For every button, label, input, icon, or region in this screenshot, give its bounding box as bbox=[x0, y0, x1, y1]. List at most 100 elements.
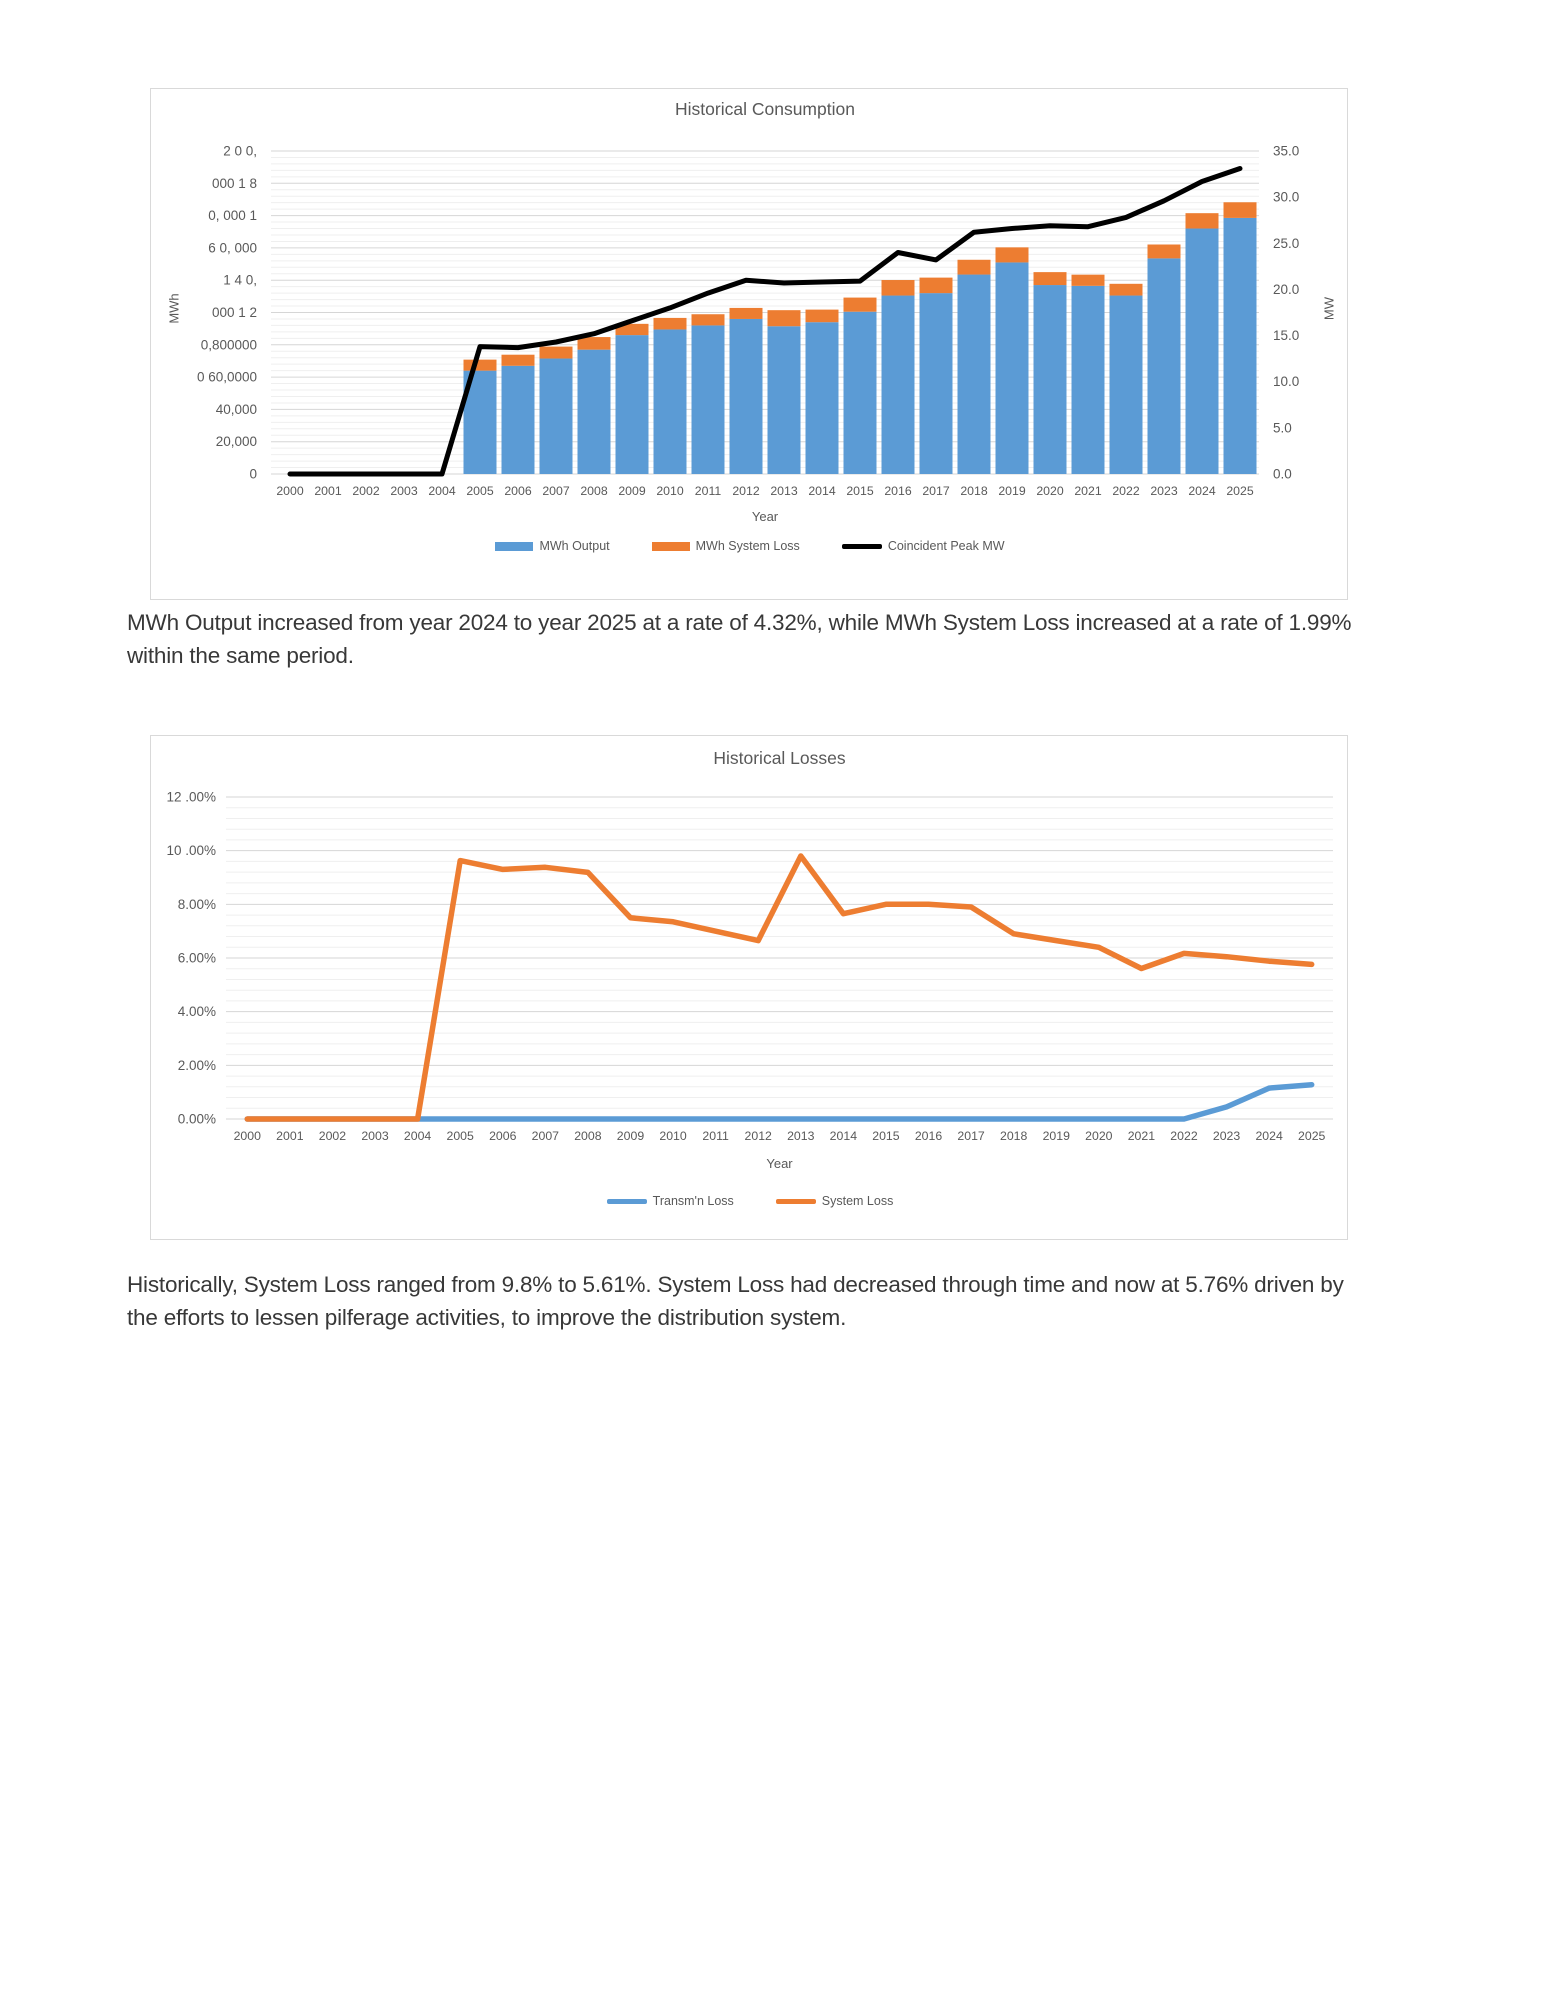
mwh-system-loss-bar bbox=[881, 280, 915, 296]
losses-legend: Transm'n Loss System Loss bbox=[151, 1194, 1349, 1208]
left-axis-tick: 6 0, 000 bbox=[208, 240, 257, 255]
left-axis-tick: 1 4 0, bbox=[223, 273, 257, 288]
mwh-system-loss-bar bbox=[919, 277, 953, 294]
mwh-output-bar bbox=[957, 274, 991, 474]
y-axis-tick: 12 .00% bbox=[166, 790, 216, 805]
legend-item: MWh System Loss bbox=[651, 539, 800, 553]
left-axis-tick: 0, 000 1 bbox=[208, 208, 257, 223]
x-axis-tick: 2005 bbox=[466, 484, 494, 498]
chart-title-historical-losses: Historical Losses bbox=[713, 748, 846, 768]
legend-item: System Loss bbox=[775, 1194, 894, 1208]
right-axis-tick: 25.0 bbox=[1273, 236, 1299, 251]
mwh-output-bar bbox=[805, 322, 839, 474]
x-axis-tick: 2022 bbox=[1112, 484, 1140, 498]
mwh-system-loss-bar bbox=[463, 359, 497, 371]
x-axis-tick: 2004 bbox=[428, 484, 456, 498]
x-axis-tick: 2008 bbox=[580, 484, 608, 498]
mwh-system-loss-bar bbox=[1109, 283, 1143, 296]
x-axis-tick: 2022 bbox=[1170, 1129, 1198, 1143]
legend-line-swatch bbox=[775, 1198, 816, 1204]
mwh-output-bar bbox=[1033, 285, 1067, 474]
x-axis-tick: 2009 bbox=[617, 1129, 645, 1143]
y-axis-tick: 10 .00% bbox=[166, 843, 216, 858]
x-axis-tick: 2017 bbox=[922, 484, 950, 498]
coincident-peak-line bbox=[287, 166, 1243, 477]
x-axis-tick: 2019 bbox=[1043, 1129, 1071, 1143]
mwh-system-loss-bar bbox=[1185, 213, 1219, 229]
x-axis-tick: 2008 bbox=[574, 1129, 602, 1143]
x-axis-tick: 2010 bbox=[659, 1129, 687, 1143]
x-axis-tick: 2011 bbox=[702, 1129, 729, 1143]
right-axis-tick: 0.0 bbox=[1273, 467, 1292, 482]
mwh-output-bar bbox=[919, 293, 953, 474]
x-axis-tick: 2013 bbox=[770, 484, 798, 498]
left-axis-tick: 2 0 0, bbox=[223, 144, 257, 159]
mwh-system-loss-bar bbox=[729, 307, 763, 319]
mwh-output-bar bbox=[1147, 258, 1181, 474]
x-axis-tick: 2019 bbox=[998, 484, 1026, 498]
mwh-output-bar bbox=[501, 365, 535, 474]
x-axis-tick: 2001 bbox=[276, 1129, 304, 1143]
legend-item: Transm'n Loss bbox=[606, 1194, 734, 1208]
left-axis-tick: 0 60,0000 bbox=[197, 370, 257, 385]
x-axis-tick: 2025 bbox=[1298, 1129, 1326, 1143]
right-axis-tick: 5.0 bbox=[1273, 420, 1292, 435]
mwh-system-loss-bar bbox=[1147, 244, 1181, 259]
consumption-legend: MWh Output MWh System Loss Coincident Peak… bbox=[151, 539, 1349, 553]
x-axis-tick: 2023 bbox=[1213, 1129, 1241, 1143]
x-axis-tick: 2007 bbox=[542, 484, 570, 498]
x-axis-tick: 2011 bbox=[695, 484, 722, 498]
x-axis-tick: 2016 bbox=[915, 1129, 943, 1143]
x-axis-tick: 2023 bbox=[1150, 484, 1178, 498]
mwh-system-loss-bar bbox=[957, 259, 991, 275]
x-axis-tick: 2006 bbox=[504, 484, 532, 498]
x-axis-tick: 2015 bbox=[872, 1129, 900, 1143]
legend-bar-swatch bbox=[651, 541, 690, 551]
x-axis-tick: 2020 bbox=[1036, 484, 1064, 498]
legend-line-swatch bbox=[606, 1198, 647, 1204]
x-axis-tick: 2018 bbox=[1000, 1129, 1028, 1143]
x-axis-tick: 2025 bbox=[1226, 484, 1254, 498]
x-axis-tick: 2000 bbox=[276, 484, 304, 498]
mwh-system-loss-bar bbox=[805, 309, 839, 323]
x-axis-tick: 2010 bbox=[656, 484, 684, 498]
x-axis-tick: 2024 bbox=[1255, 1129, 1283, 1143]
x-axis-tick: 2018 bbox=[960, 484, 988, 498]
right-axis-tick: 30.0 bbox=[1273, 190, 1299, 205]
right-axis-title-mw: MW bbox=[1321, 296, 1337, 321]
legend-label: System Loss bbox=[821, 1194, 894, 1208]
x-axis-tick: 2001 bbox=[314, 484, 342, 498]
x-axis-tick: 2024 bbox=[1188, 484, 1216, 498]
mwh-system-loss-bar bbox=[843, 297, 877, 312]
x-axis-tick: 2021 bbox=[1128, 1129, 1156, 1143]
x-axis-tick: 2006 bbox=[489, 1129, 517, 1143]
left-axis-tick: 20,000 bbox=[216, 434, 257, 449]
mwh-output-bar bbox=[995, 262, 1029, 474]
legend-line-swatch bbox=[841, 543, 882, 549]
legend-label: Transm'n Loss bbox=[652, 1194, 734, 1208]
x-axis-tick: 2003 bbox=[390, 484, 418, 498]
mwh-system-loss-bar bbox=[615, 323, 649, 336]
x-axis-tick: 2013 bbox=[787, 1129, 815, 1143]
x-axis-tick: 2004 bbox=[404, 1129, 432, 1143]
mwh-system-loss-bar bbox=[1071, 274, 1105, 286]
x-axis-tick: 2002 bbox=[319, 1129, 347, 1143]
consumption-plot-area: 2 0 0, 000 1 8 0, 000 1 6 0, 000 1 4 0, 000 1… bbox=[197, 144, 1299, 499]
mwh-system-loss-bar bbox=[501, 354, 535, 366]
mwh-system-loss-bar bbox=[577, 337, 611, 350]
mwh-output-bar bbox=[881, 295, 915, 474]
mwh-system-loss-bar bbox=[691, 314, 725, 326]
right-axis-tick: 10.0 bbox=[1273, 374, 1299, 389]
left-axis-tick: 000 1 8 bbox=[212, 176, 257, 191]
x-axis-tick: 2016 bbox=[884, 484, 912, 498]
x-axis-tick: 2007 bbox=[532, 1129, 560, 1143]
mwh-output-bar bbox=[843, 311, 877, 474]
mwh-output-bar bbox=[653, 329, 687, 474]
historical-losses-chart: Historical Losses 12 .00% 10 .00% 8.00% 6.0… bbox=[150, 735, 1348, 1240]
y-axis-tick: 0.00% bbox=[178, 1112, 216, 1127]
right-axis-tick: 20.0 bbox=[1273, 282, 1299, 297]
losses-plot-area: 12 .00% 10 .00% 8.00% 6.00% 4.00% 2.00% 0.00% 2… bbox=[166, 790, 1333, 1143]
left-axis-tick: 0 bbox=[249, 467, 257, 482]
mwh-system-loss-bar bbox=[539, 346, 573, 359]
right-axis-tick: 15.0 bbox=[1273, 328, 1299, 343]
